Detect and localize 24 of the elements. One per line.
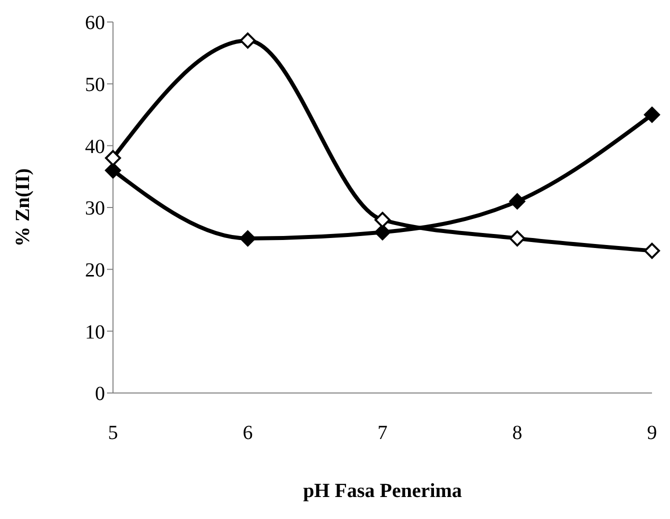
point [240,230,256,246]
point [374,212,390,228]
x-tick-label: 8 [512,422,522,444]
point [509,230,526,246]
y-tick-label: 0 [95,383,105,406]
y-tick-label: 50 [85,74,105,96]
point [374,224,390,240]
x-tick-label: 5 [108,422,118,444]
y-tick-label: 60 [85,12,105,34]
y-tick-label: 30 [85,198,105,220]
point [105,150,121,166]
x-tick-label: 7 [378,422,388,444]
point [105,162,121,178]
y-tick-label: 10 [85,321,105,344]
point [644,242,660,259]
point [240,32,256,49]
x-tick-label: 6 [242,422,253,444]
point [509,193,526,210]
y-axis-title: % Zn(II) [12,168,34,247]
y-tick-label: 40 [85,136,105,158]
y-tick-label: 20 [85,259,105,282]
x-tick-label: 9 [647,422,657,444]
point [644,106,660,123]
x-axis-title: pH Fasa Penerima [303,480,462,502]
